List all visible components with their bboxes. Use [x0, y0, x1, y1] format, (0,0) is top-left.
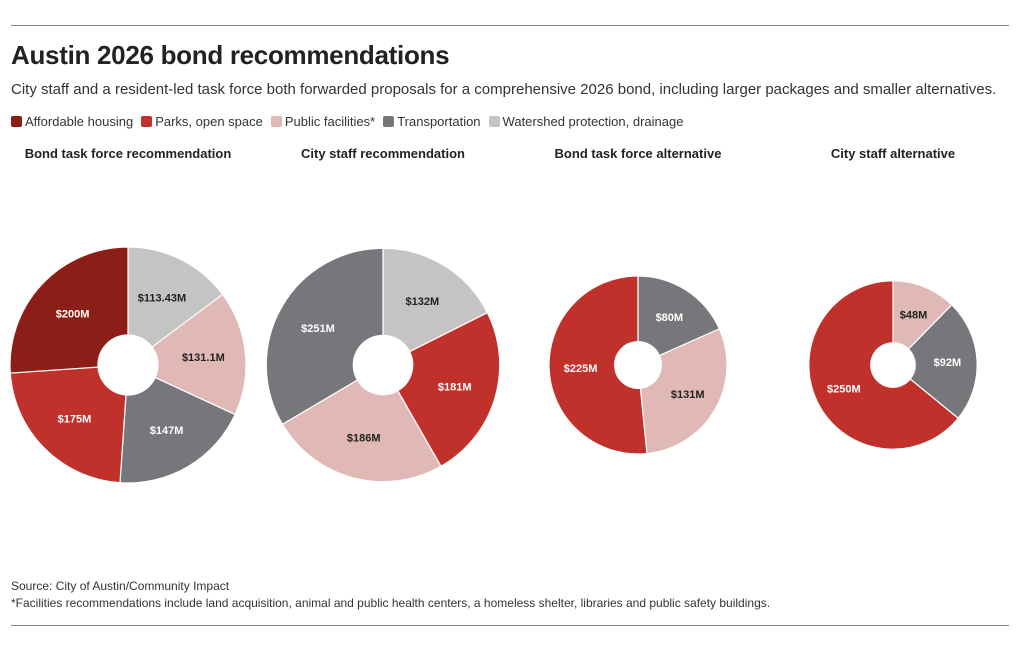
legend-swatch-watershed — [488, 116, 500, 127]
pie-slice-transportation — [265, 247, 384, 426]
legend-swatch-parks — [141, 116, 153, 127]
slice-value-label: $175M — [58, 414, 92, 426]
pie-slice-watershed-protection-drainage — [382, 247, 489, 353]
pie-title-staff-recommendation: City staff recommendation — [301, 146, 465, 161]
slice-value-label: $225M — [564, 363, 598, 375]
chart-title: Austin 2026 bond recommendations — [11, 40, 450, 70]
slice-value-label: $186M — [347, 432, 381, 444]
pie-title-task-force-alternative: Bond task force alternative — [554, 146, 722, 161]
pie-3: $80M $131M $225M — [548, 275, 728, 455]
legend-label-parks: Parks, open space — [155, 114, 263, 129]
pie-slice-public-facilities — [151, 293, 247, 416]
pie-4: $48M $92M $250M — [808, 280, 978, 450]
pie-slice-transportation — [119, 376, 236, 484]
slice-value-label: $200M — [56, 308, 90, 320]
slice-value-label: $147M — [150, 425, 184, 437]
pie-slice-parks-open-space — [808, 280, 960, 450]
slice-value-label: $113.43M — [138, 292, 186, 304]
pie-title-staff-alternative: City staff alternative — [830, 146, 956, 161]
slice-value-label: $131.1M — [182, 352, 225, 364]
pie-slice-parks-open-space — [396, 311, 501, 468]
pie-slice-transportation — [637, 275, 721, 357]
pie-title-task-force-recommendation: Bond task force recommendation — [24, 146, 232, 161]
slice-value-label: $92M — [934, 357, 962, 369]
slice-value-label: $132M — [406, 296, 440, 308]
footnote: *Facilities recommendations include land… — [11, 596, 771, 610]
legend-item-watershed: Watershed protection, drainage — [488, 114, 684, 129]
slice-value-label: $250M — [827, 383, 861, 395]
bottom-rule — [11, 625, 1009, 626]
pie-1: $113.43M $131.1M $147M $175M $200M — [9, 246, 247, 484]
pie-slice-parks-open-space — [548, 275, 648, 455]
source-note: Source: City of Austin/Community Impact — [11, 579, 230, 593]
pie-slice-parks-open-space — [9, 366, 127, 484]
legend-label-transportation: Transportation — [397, 114, 481, 129]
chart-subtitle: City staff and a resident-led task force… — [11, 81, 997, 98]
legend-swatch-affordable-housing — [11, 116, 22, 127]
slice-value-label: $131M — [671, 389, 705, 401]
pie-2: $132M $181M $186M $251M — [265, 247, 501, 483]
slice-value-label: $80M — [656, 312, 684, 324]
pie-slice-transportation — [907, 303, 978, 420]
pie-slice-watershed-protection-drainage — [127, 246, 224, 348]
legend-item-transportation: Transportation — [383, 114, 481, 129]
top-rule — [11, 25, 1009, 26]
slice-value-label: $251M — [301, 323, 335, 335]
legend: Affordable housing Parks, open space Pub… — [11, 114, 691, 129]
pie-slice-public-facilities — [281, 379, 442, 483]
legend-swatch-public-facilities — [270, 116, 282, 127]
pie-slice-affordable-housing — [9, 246, 129, 374]
slice-value-label: $48M — [900, 310, 928, 322]
legend-item-affordable-housing: Affordable housing — [11, 114, 133, 129]
legend-item-public-facilities: Public facilities* — [270, 114, 376, 129]
pie-slice-public-facilities — [639, 328, 728, 455]
legend-label-watershed: Watershed protection, drainage — [502, 114, 684, 129]
legend-label-public-facilities: Public facilities* — [284, 114, 376, 129]
legend-swatch-transportation — [383, 116, 395, 127]
legend-label-affordable-housing: Affordable housing — [25, 114, 134, 129]
slice-value-label: $181M — [438, 382, 472, 394]
legend-item-parks: Parks, open space — [141, 114, 263, 129]
